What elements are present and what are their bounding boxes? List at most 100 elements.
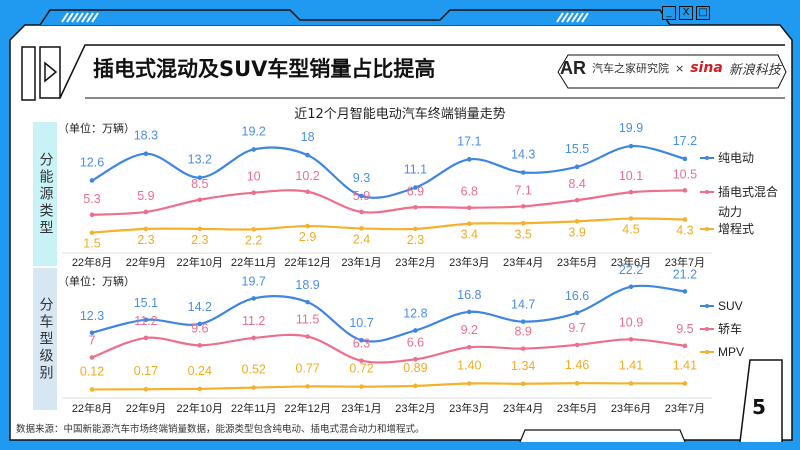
page-number: 5 <box>752 395 766 419</box>
data-label: 12.6 <box>80 155 104 169</box>
data-label: 5.3 <box>83 192 100 206</box>
data-label: 5.9 <box>137 189 154 203</box>
data-point <box>89 355 95 360</box>
data-point <box>143 226 149 232</box>
series-line-轿车 <box>91 333 686 364</box>
x-tick-label: 23年2月 <box>395 255 435 269</box>
data-label: 19.7 <box>242 274 266 288</box>
series-line-纯电动 <box>91 145 686 199</box>
data-label: 16.6 <box>565 289 589 303</box>
x-tick-label: 23年7月 <box>665 255 705 269</box>
data-point <box>251 190 256 195</box>
data-label: 1.46 <box>565 358 589 372</box>
data-point <box>359 226 364 231</box>
data-label: 1.41 <box>673 358 697 372</box>
data-point <box>197 343 203 348</box>
data-point <box>520 381 526 387</box>
data-point <box>574 197 580 203</box>
minimize-button[interactable]: _ <box>662 6 676 20</box>
series-line-MPV <box>91 382 685 391</box>
series-line-插电式混合动力 <box>91 189 685 216</box>
data-label: 18 <box>301 130 315 144</box>
x-tick-label: 22年8月 <box>72 401 112 415</box>
data-point <box>251 296 256 301</box>
logo-group: AR 汽车之家研究院 × sina 新浪科技 <box>560 53 781 83</box>
chart-1: 22年8月 22年9月 22年10月 22年11月 22年12月 23年1月 23年2月 23… <box>62 263 744 415</box>
data-point <box>628 381 634 386</box>
data-point <box>682 343 688 349</box>
data-point <box>467 157 472 162</box>
data-point <box>467 221 472 227</box>
data-label: 1.40 <box>457 358 481 372</box>
data-point <box>305 384 310 389</box>
data-point <box>628 143 634 149</box>
legend-marker <box>705 304 709 308</box>
data-label: 17.2 <box>673 134 697 148</box>
autohome-logo: AR <box>560 57 586 78</box>
data-point <box>359 337 364 343</box>
data-point <box>413 383 418 389</box>
legend-label: SUV <box>718 299 743 313</box>
data-label: 2.2 <box>245 233 262 247</box>
data-label: 5.9 <box>353 189 370 203</box>
legend-label: 轿车 <box>718 321 742 336</box>
data-label: 3.5 <box>515 227 532 241</box>
x-tick-label: 23年6月 <box>611 401 651 415</box>
maximize-button[interactable]: □ <box>696 6 710 20</box>
data-point <box>143 317 149 323</box>
data-point <box>413 226 418 232</box>
x-tick-label: 23年4月 <box>503 255 543 269</box>
side-label-vehicle-class: 分车型级别 <box>33 268 57 410</box>
unit-label-bottom: （单位：万辆） <box>58 275 135 288</box>
data-label: 7 <box>89 333 96 347</box>
data-label: 3.4 <box>461 228 478 242</box>
data-label: 8.9 <box>515 325 532 339</box>
legend-label: 纯电动 <box>718 151 754 165</box>
x-tick-label: 23年7月 <box>665 401 705 415</box>
data-point <box>413 357 418 362</box>
data-point <box>574 164 580 170</box>
data-label: 10 <box>247 170 261 184</box>
data-point <box>143 335 149 341</box>
data-point <box>682 188 688 193</box>
data-label: 14.3 <box>511 147 535 161</box>
x-tick-label: 23年4月 <box>503 401 543 415</box>
data-label: 6.3 <box>353 337 370 351</box>
data-label: 0.77 <box>295 361 319 375</box>
close-button[interactable]: X <box>679 6 693 20</box>
data-label: 14.2 <box>188 300 212 314</box>
data-point <box>305 152 310 158</box>
data-point <box>359 193 364 199</box>
data-point <box>574 219 580 224</box>
data-label: 11.2 <box>242 314 265 328</box>
data-point <box>305 189 310 195</box>
data-label: 14.7 <box>511 298 535 312</box>
data-point <box>305 334 310 339</box>
data-point <box>305 223 310 229</box>
data-point <box>520 319 526 324</box>
data-label: 6.6 <box>407 335 424 349</box>
side-label-energy: 分能源类型 <box>33 122 57 266</box>
data-label: 9.7 <box>568 321 585 335</box>
play-icon <box>44 61 58 83</box>
data-point <box>197 197 203 203</box>
data-point <box>520 220 526 226</box>
data-point <box>628 216 634 221</box>
data-label: 13.2 <box>188 153 212 167</box>
footnote: 数据来源：中国新能源汽车市场终端销量数据，能源类型包含纯电动、插电式混合动力和增… <box>16 424 425 435</box>
data-point <box>89 212 95 218</box>
data-point <box>143 386 149 392</box>
chart-0: 22年8月 22年9月 22年10月 22年11月 22年12月 23年1月 23年2月 23… <box>62 121 778 269</box>
x-tick-label: 22年9月 <box>126 401 166 415</box>
data-point <box>628 337 634 342</box>
data-point <box>197 226 203 232</box>
data-label: 12.8 <box>403 306 427 320</box>
data-label: 1.41 <box>619 358 643 372</box>
data-label: 0.24 <box>188 364 212 378</box>
data-point <box>682 217 688 222</box>
autohome-name: 汽车之家研究院 <box>592 62 669 75</box>
data-point <box>251 147 256 152</box>
data-label: 10.9 <box>619 315 643 329</box>
data-point <box>305 299 310 305</box>
